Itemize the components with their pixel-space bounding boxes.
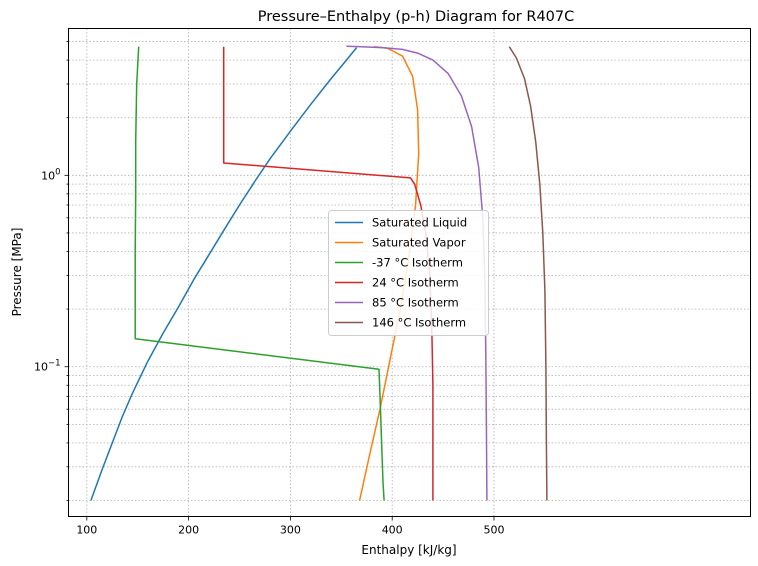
series-lines bbox=[90, 45, 548, 501]
legend: Saturated Liquid Saturated Vapor -37 °C Is… bbox=[328, 210, 489, 336]
y-axis-label: Pressure [MPa] bbox=[10, 228, 24, 317]
legend-label: -37 °C Isotherm bbox=[372, 256, 463, 270]
series-line bbox=[508, 46, 548, 501]
x-tick-label: 300 bbox=[280, 524, 301, 537]
x-axis-label: Enthalpy [kJ/kg] bbox=[361, 543, 456, 557]
x-tick-label: 100 bbox=[76, 524, 97, 537]
y-tick-label: 100 bbox=[41, 167, 60, 182]
legend-label: Saturated Vapor bbox=[372, 236, 466, 250]
chart-title: Pressure–Enthalpy (p-h) Diagram for R407… bbox=[258, 9, 575, 25]
legend-label: 24 °C Isotherm bbox=[372, 276, 459, 290]
series-line bbox=[90, 47, 358, 501]
x-tick-label: 200 bbox=[178, 524, 199, 537]
series-line bbox=[134, 46, 385, 501]
legend-label: 85 °C Isotherm bbox=[372, 296, 459, 310]
x-tick-label: 500 bbox=[483, 524, 504, 537]
axis-ticks: 100 200 300 400 500 10−1 100 bbox=[34, 41, 504, 537]
series-line bbox=[222, 46, 434, 501]
legend-label: 146 °C Isotherm bbox=[372, 316, 466, 330]
y-tick-label: 10−1 bbox=[34, 359, 61, 374]
axes-frame bbox=[68, 28, 751, 517]
legend-box bbox=[328, 210, 489, 336]
legend-label: Saturated Liquid bbox=[372, 216, 467, 230]
x-tick-label: 400 bbox=[382, 524, 403, 537]
